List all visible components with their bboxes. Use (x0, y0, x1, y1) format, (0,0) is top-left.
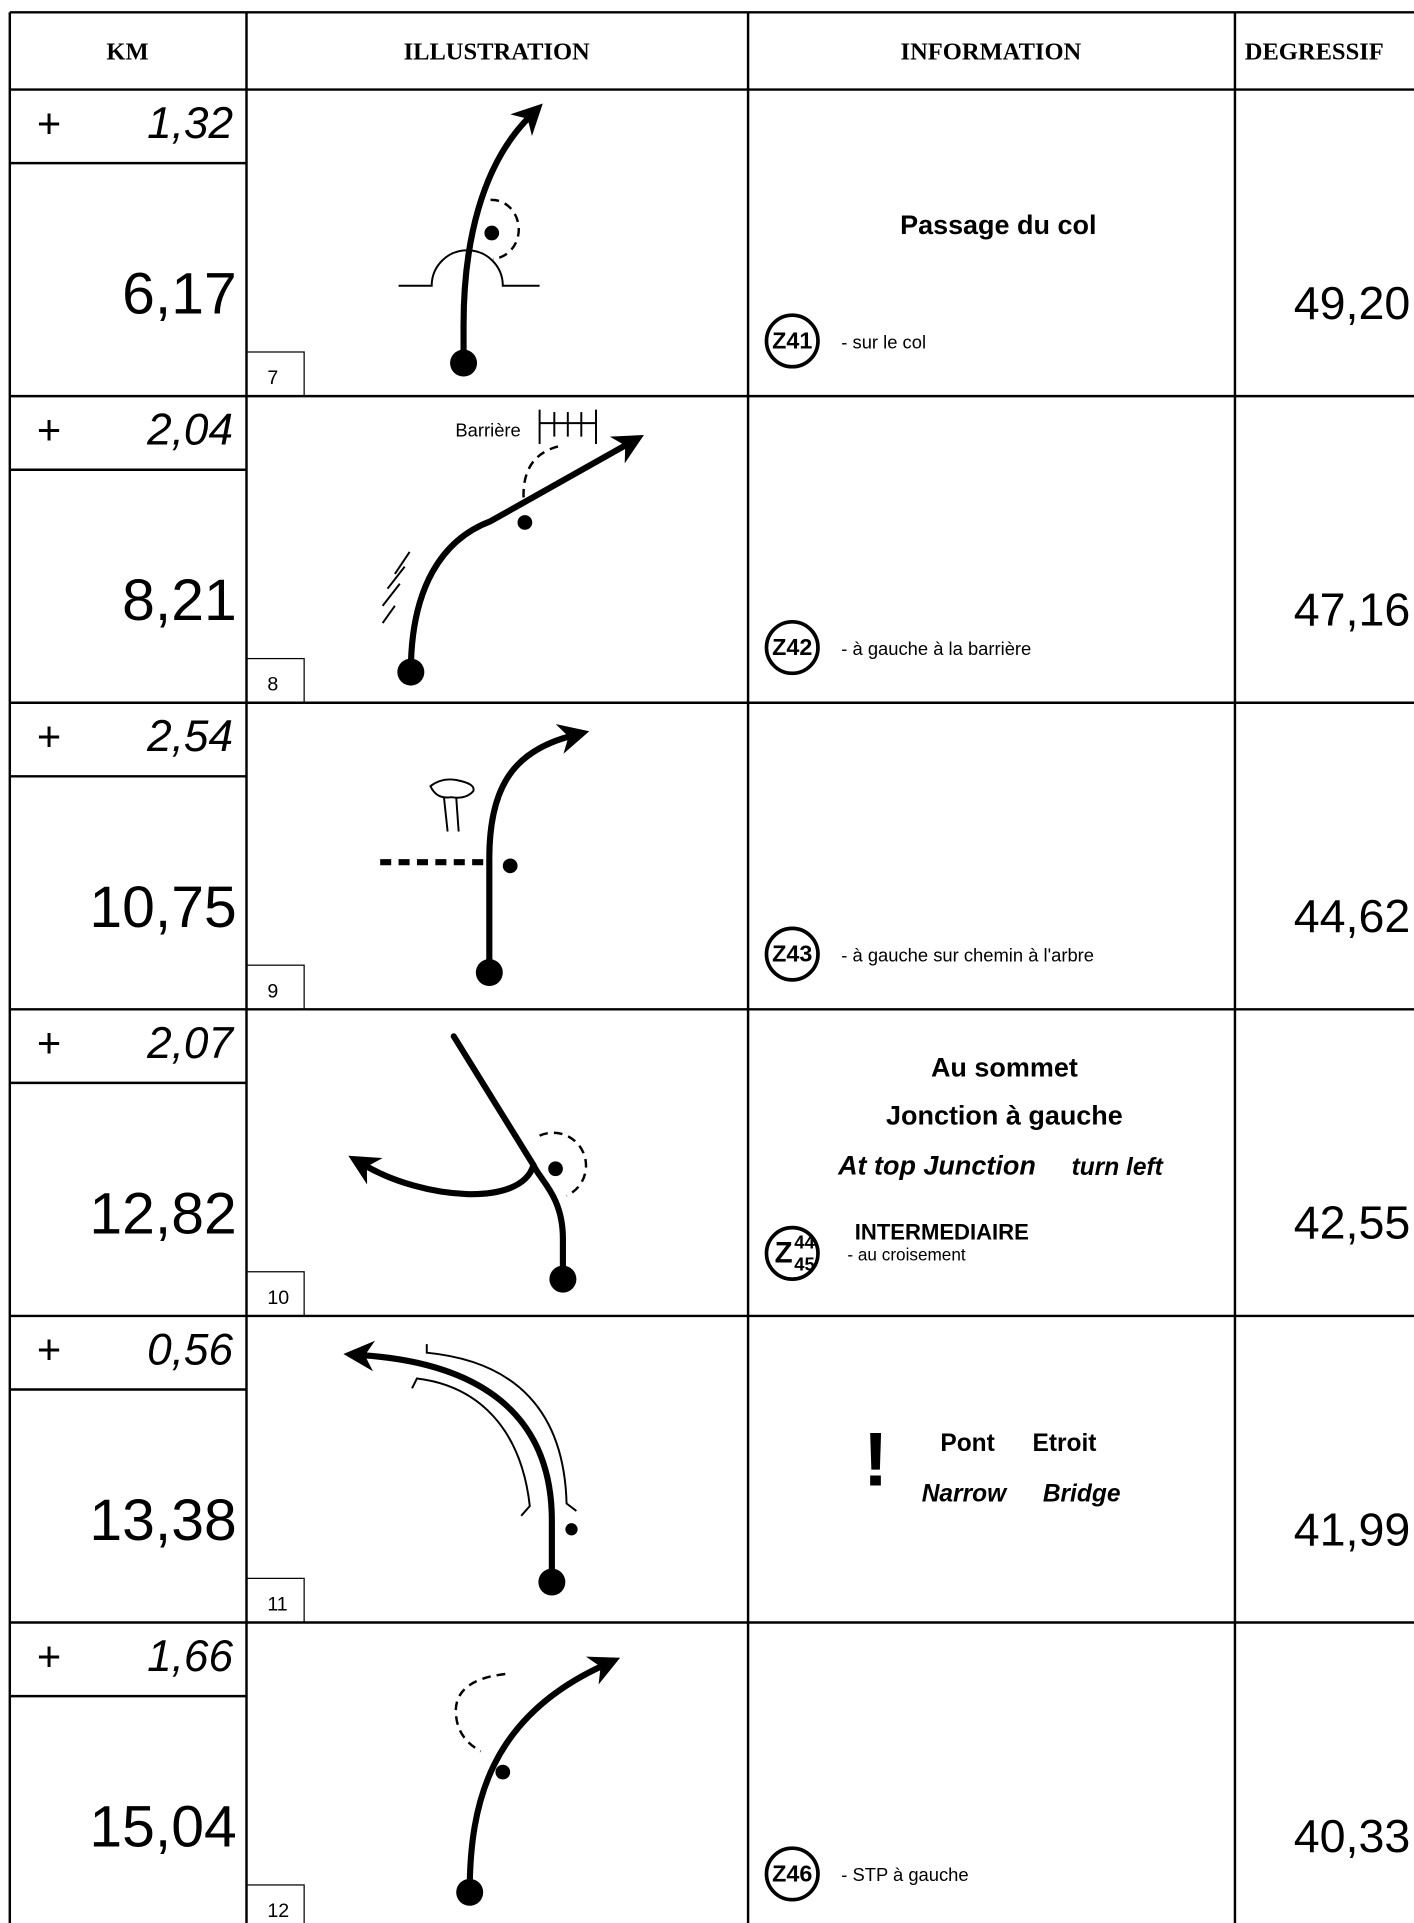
km-partial: 2,04 (146, 406, 233, 455)
info-english: Bridge (1043, 1480, 1121, 1507)
code-circle (764, 926, 820, 982)
figure-box (245, 657, 305, 704)
km-sign: + (37, 99, 61, 146)
code: Z42 (772, 634, 812, 660)
info-title: Passage du col (900, 210, 1096, 240)
km-sign: + (37, 406, 61, 453)
degressif: 41,99 (1294, 1503, 1411, 1555)
column-header: INFORMATION (901, 39, 1082, 66)
code-circle (764, 1846, 820, 1902)
km-partial: 2,54 (146, 712, 233, 761)
km-partial: 0,56 (147, 1325, 233, 1374)
illustration-barrier (381, 409, 644, 686)
code: Z43 (772, 941, 812, 967)
code-number: 45 (794, 1253, 814, 1274)
km-sign: + (37, 1326, 61, 1373)
illustration-junction (348, 1033, 588, 1293)
warning: ! (863, 1418, 888, 1503)
figure-box (245, 1271, 305, 1317)
km-total: 8,21 (122, 568, 237, 633)
figure-box (245, 1577, 305, 1624)
code-title: INTERMEDIAIRE (855, 1220, 1029, 1245)
km-total: 15,04 (89, 1795, 236, 1860)
degressif: 42,55 (1294, 1197, 1411, 1249)
figure-label: Barrière (455, 420, 520, 441)
km-total: 13,38 (89, 1488, 236, 1553)
km-partial: 1,32 (147, 99, 233, 148)
figure-box (245, 964, 305, 1010)
km-sign: + (37, 1632, 61, 1679)
figure-box (245, 351, 305, 397)
figure-number: 12 (267, 1900, 289, 1922)
code-note: - à gauche sur chemin à l'arbre (841, 944, 1094, 965)
degressif: 47,16 (1294, 584, 1411, 636)
info-english: At top Junction (837, 1151, 1036, 1181)
km-total: 6,17 (122, 262, 237, 327)
code-circle (764, 619, 820, 676)
degressif: 49,20 (1294, 277, 1411, 329)
info-line: Etroit (1032, 1430, 1096, 1457)
info-line: Pont (940, 1430, 994, 1457)
km-total: 10,75 (89, 875, 236, 940)
column-header: ILLUSTRATION (404, 39, 590, 66)
code-circle (764, 313, 820, 369)
km-partial: 1,66 (147, 1632, 233, 1681)
km-total: 12,82 (89, 1181, 236, 1246)
code-note: - au croisement (847, 1244, 965, 1264)
info-english: Narrow (922, 1480, 1008, 1507)
illustration-bridge (343, 1340, 578, 1596)
code-note: - STP à gauche (841, 1864, 968, 1885)
info-line: Au sommet (931, 1053, 1078, 1083)
km-sign: + (37, 1019, 61, 1066)
code: Z46 (772, 1860, 812, 1886)
info-line: Jonction à gauche (886, 1100, 1123, 1130)
figure-number: 9 (267, 980, 278, 1002)
figure-box (245, 1884, 305, 1923)
figure-number: 10 (267, 1287, 289, 1309)
km-sign: + (37, 713, 61, 760)
illustration-tree (380, 724, 590, 987)
code-circle (764, 1225, 820, 1281)
degressif: 40,33 (1294, 1810, 1411, 1862)
figure-number: 8 (267, 674, 278, 696)
column-header: DEGRESSIF (1245, 39, 1384, 66)
code: Z41 (772, 327, 812, 353)
code-number: 44 (794, 1231, 815, 1252)
figure-number: 11 (267, 1594, 287, 1616)
info-english: turn left (1072, 1154, 1164, 1181)
illustration-col (398, 103, 543, 377)
km-partial: 2,07 (146, 1019, 234, 1068)
illustration-turn (454, 1656, 621, 1906)
column-header: KM (106, 39, 148, 66)
figure-number: 7 (267, 367, 278, 389)
code-note: - à gauche à la barrière (841, 638, 1031, 659)
degressif: 44,62 (1294, 890, 1411, 942)
code-letter: Z (775, 1236, 793, 1269)
code-note: - sur le col (841, 331, 926, 352)
